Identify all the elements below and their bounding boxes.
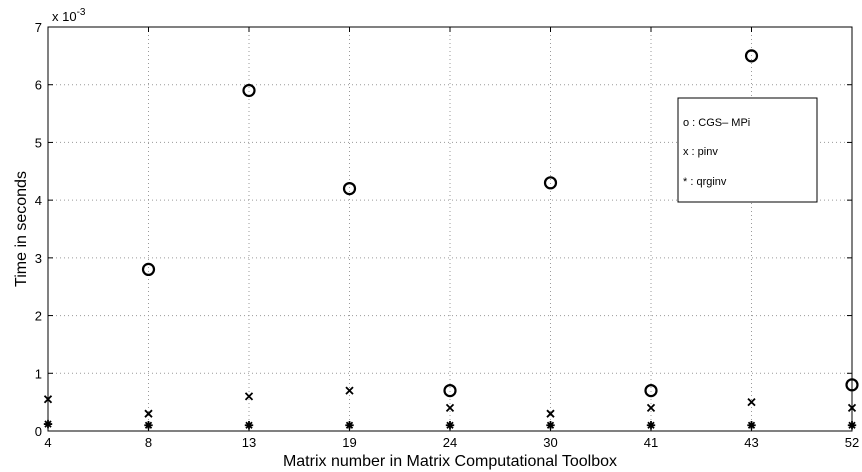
legend-entry-qrginv: * : qrginv [683,176,727,188]
y-axis-exponent: x 10-3 [52,7,86,24]
y-tick-label: 3 [35,251,42,266]
y-axis-exponent-power: -3 [77,7,86,18]
x-axis-label: Matrix number in Matrix Computational To… [283,453,617,470]
data-point-circle [141,262,156,276]
data-point-star [345,421,354,430]
legend-entry-pinv: x : pinv [683,146,718,158]
data-point-circle [845,378,859,392]
y-tick-label: 2 [35,309,42,324]
data-point-star [646,421,656,430]
data-point-x [546,409,555,418]
data-point-circle [342,182,357,196]
x-tick-label: 19 [342,435,356,450]
y-axis-label: Time in seconds [13,171,30,287]
x-tick-label: 24 [443,435,457,450]
y-axis-exponent-base: x 10 [52,9,77,24]
y-tick-label: 6 [35,78,42,93]
x-tick-label: 30 [543,435,557,450]
data-point-x [847,403,857,413]
data-point-x [244,392,254,401]
legend: o : CGS– MPi x : pinv * : qrginv [677,97,818,203]
data-point-x [43,395,53,404]
data-point-star [847,421,857,430]
series-pinv [43,386,857,418]
data-point-star [144,421,153,430]
data-point-x [345,386,354,395]
data-point-star [546,421,555,430]
y-tick-label: 0 [35,424,42,439]
y-tick-label: 5 [35,135,42,150]
data-point-circle [242,83,256,98]
data-point-circle [644,384,658,398]
x-tick-label: 41 [644,435,658,450]
x-tick-label: 4 [44,435,51,450]
y-tick-label: 4 [35,193,42,208]
x-tick-label: 43 [744,435,758,450]
data-point-x [144,409,153,418]
data-markers [43,49,859,430]
data-point-x [646,403,656,413]
grid [48,27,852,431]
data-point-star [43,419,53,429]
data-point-star [244,421,254,430]
data-point-circle [443,384,457,398]
data-point-x [445,403,455,413]
y-tick-label: 7 [35,20,42,35]
data-point-star [747,421,756,430]
data-point-circle [744,49,759,63]
data-point-x [747,398,756,407]
data-point-circle [543,176,558,190]
data-point-star [445,421,455,430]
series-qrginv [43,419,857,430]
x-tick-label: 52 [845,435,859,450]
tick-labels: 0 1 2 3 4 5 6 7 4 8 13 19 24 30 41 43 52 [35,20,859,450]
y-tick-label: 1 [35,366,42,381]
series-cgs-mpi [141,49,859,398]
x-tick-label: 8 [145,435,152,450]
legend-entry-cgs-mpi: o : CGS– MPi [683,117,750,129]
x-tick-label: 13 [242,435,256,450]
legend-box [677,97,818,203]
